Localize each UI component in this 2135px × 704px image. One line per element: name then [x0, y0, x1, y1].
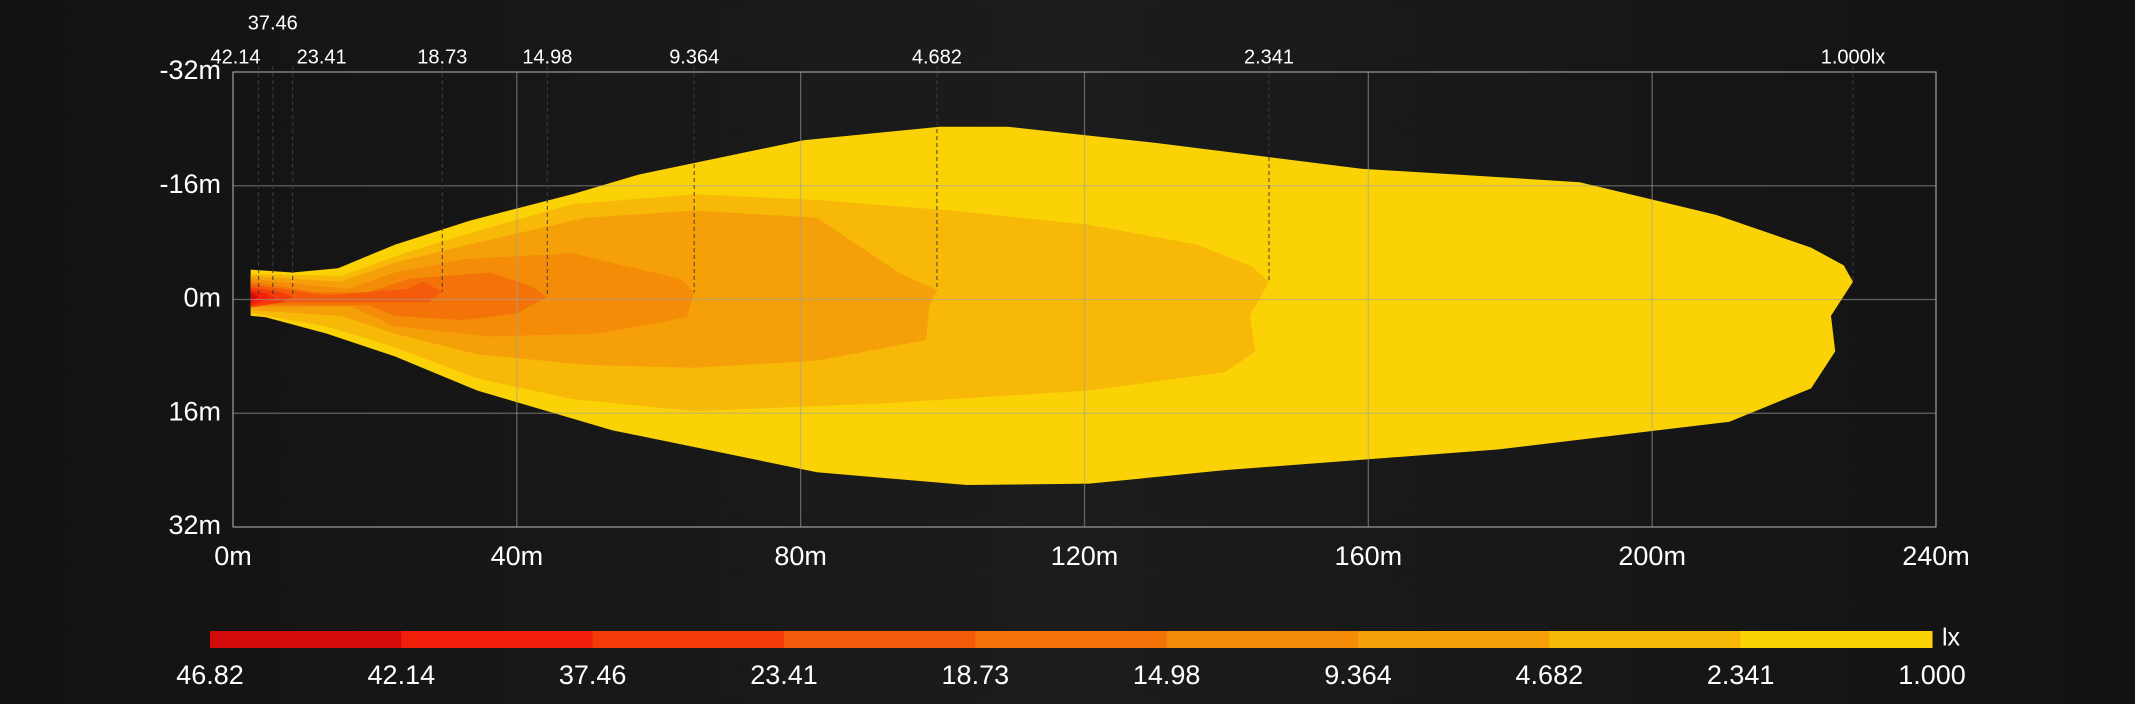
- legend-swatch: [592, 631, 785, 648]
- x-tick-label: 120m: [1051, 541, 1119, 571]
- legend-label: 42.14: [368, 660, 436, 690]
- legend-swatch: [210, 631, 402, 648]
- legend-label: 46.82: [176, 660, 244, 690]
- y-tick-label: 0m: [183, 283, 221, 313]
- isolux-contour: [250, 290, 273, 306]
- legend-label: 37.46: [559, 660, 627, 690]
- contour-label: 14.98: [522, 46, 572, 68]
- legend-label: 2.341: [1707, 660, 1775, 690]
- legend-swatch: [1166, 631, 1359, 648]
- isolux-contour: [250, 281, 443, 303]
- legend-label: 4.682: [1516, 660, 1584, 690]
- contour-label: 42.14: [210, 46, 260, 68]
- y-tick-label: -16m: [159, 169, 221, 199]
- x-tick-label: 40m: [491, 541, 544, 571]
- legend-label: 14.98: [1133, 660, 1201, 690]
- y-tick-label: -32m: [159, 55, 221, 85]
- legend-swatch: [1740, 631, 1933, 648]
- contour-label: 4.682: [912, 46, 962, 68]
- y-tick-label: 32m: [168, 510, 221, 540]
- x-tick-label: 160m: [1335, 541, 1403, 571]
- legend-label: 23.41: [750, 660, 818, 690]
- contour-label: 9.364: [669, 46, 719, 68]
- contour-label: 2.341: [1244, 46, 1294, 68]
- legend-unit: lx: [1942, 624, 1961, 652]
- contour-label: 23.41: [297, 46, 347, 68]
- legend-label: 1.000: [1898, 660, 1966, 690]
- plot-border: [232, 71, 1937, 528]
- legend-swatch: [1549, 631, 1742, 648]
- x-tick-label: 80m: [774, 541, 827, 571]
- legend-swatch: [401, 631, 594, 648]
- legend-label: 9.364: [1324, 660, 1392, 690]
- contour-label: 37.46: [248, 12, 298, 34]
- x-tick-label: 0m: [214, 541, 252, 571]
- legend-swatch: [784, 631, 976, 648]
- x-tick-label: 240m: [1902, 541, 1970, 571]
- legend-label: 18.73: [942, 660, 1010, 690]
- legend-swatch: [975, 631, 1168, 648]
- legend-swatch: [1358, 631, 1550, 648]
- x-tick-label: 200m: [1618, 541, 1686, 571]
- contour-label: 1.000lx: [1821, 46, 1886, 68]
- contour-label: 18.73: [417, 46, 467, 68]
- y-tick-label: 16m: [168, 396, 221, 426]
